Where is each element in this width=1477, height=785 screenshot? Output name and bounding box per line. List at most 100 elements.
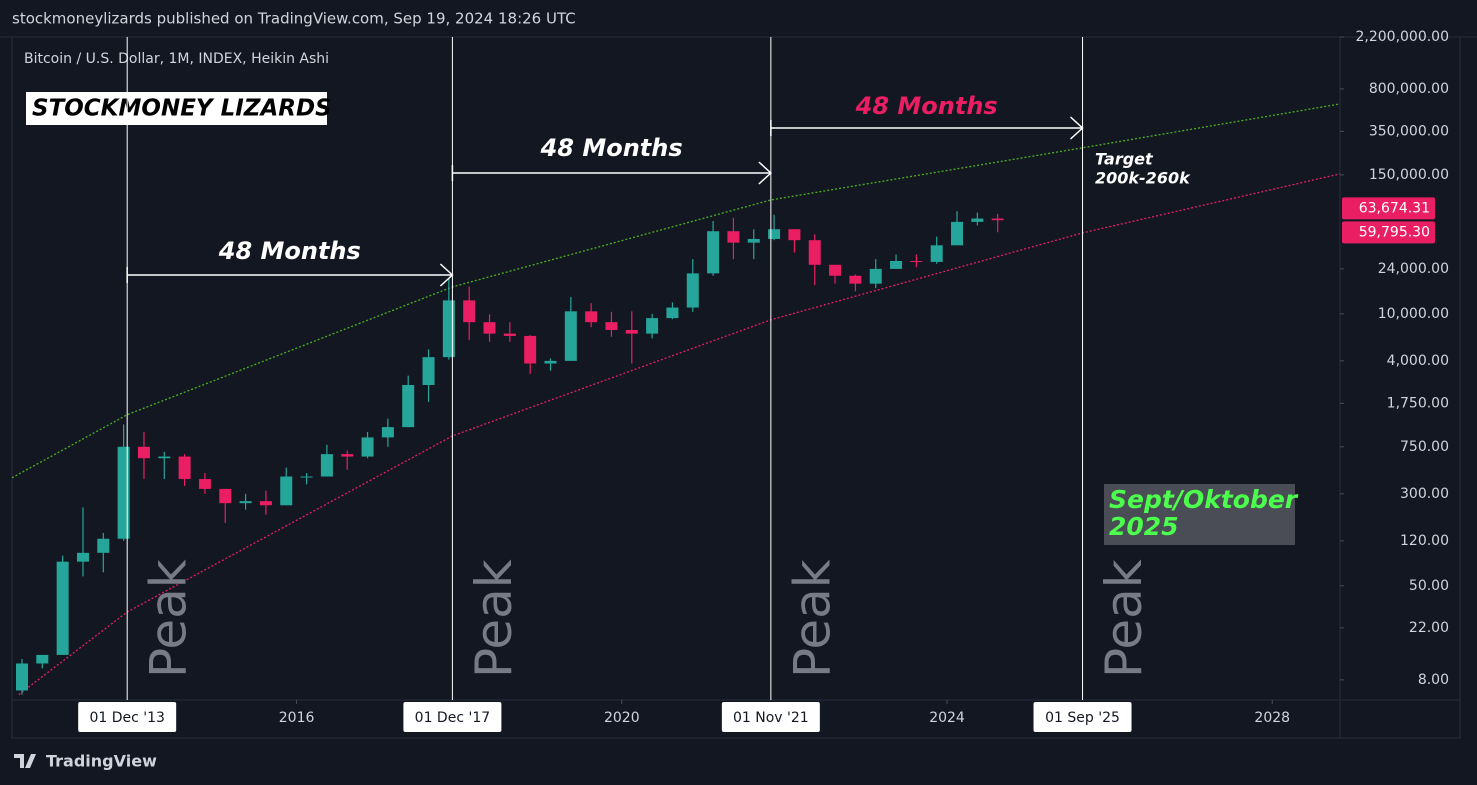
candle-body (707, 231, 720, 274)
title-box (26, 92, 327, 125)
candle-body (829, 264, 842, 276)
candle-body (300, 476, 313, 478)
event-date-box (78, 702, 177, 732)
candle-body (503, 333, 516, 336)
candle-body (930, 245, 943, 262)
y-tick-label: 50.00 (1409, 578, 1449, 594)
candle-body (991, 218, 1004, 221)
candle-body (788, 229, 801, 241)
event-date-box (1033, 702, 1132, 732)
candle-body (280, 476, 293, 506)
peak-note: Peak (140, 559, 198, 678)
candle-body (971, 218, 984, 222)
event-date-box (721, 702, 820, 732)
target-note: 200k-260k (1095, 169, 1191, 188)
x-tick-label: 2020 (604, 710, 640, 726)
price-label-box (1342, 221, 1435, 244)
candle-body (605, 322, 618, 330)
interval-label: 48 Months (218, 237, 361, 265)
y-tick-label: 350,000.00 (1369, 123, 1449, 139)
y-tick-label: 150,000.00 (1369, 167, 1449, 183)
arrow-head (439, 263, 454, 287)
price-label: 63,674.31 (1359, 200, 1430, 216)
y-tick-label: 800,000.00 (1369, 81, 1449, 97)
box-note: Sept/Oktober (1109, 485, 1299, 514)
candle-body (869, 268, 882, 284)
y-tick-label: 4,000.00 (1387, 353, 1449, 369)
interval-label: 48 Months (855, 92, 998, 120)
arrow-head (1070, 116, 1084, 140)
price-label: 59,795.30 (1359, 224, 1430, 240)
candle-body (686, 273, 699, 308)
target-note: Target (1095, 150, 1154, 169)
candle-body (747, 238, 760, 243)
candle-body (625, 329, 638, 334)
y-tick-label: 750.00 (1400, 439, 1449, 455)
candle-body (402, 384, 415, 428)
y-tick-label: 1,750.00 (1387, 395, 1449, 411)
candle-body (666, 307, 679, 319)
candle-body (219, 488, 232, 504)
note-box (1104, 484, 1295, 545)
candle-body (951, 221, 964, 246)
y-tick-label: 10,000.00 (1378, 306, 1449, 322)
candle-body (585, 311, 598, 323)
trend-line (18, 173, 1340, 696)
trend-line (12, 103, 1340, 479)
candle-body (16, 663, 28, 691)
peak-note: Peak (1095, 559, 1153, 678)
plot (12, 103, 1340, 696)
peak-note: Peak (783, 559, 841, 678)
candle-body (564, 311, 577, 361)
event-date-label: 01 Nov '21 (733, 710, 809, 726)
candle-body (808, 240, 821, 265)
chart-subtitle: Bitcoin / U.S. Dollar, 1M, INDEX, Heikin… (24, 51, 329, 67)
candle-body (524, 335, 537, 364)
header-bar (0, 0, 1477, 37)
event-date-label: 01 Dec '17 (415, 710, 490, 726)
candle-body (646, 318, 659, 334)
candle-body (36, 654, 49, 664)
footer-brand: TradingView (46, 752, 157, 771)
candle-body (117, 446, 130, 539)
candle-body (320, 454, 333, 477)
candle-body (890, 260, 903, 269)
candle-body (910, 260, 923, 262)
candle-body (361, 437, 374, 457)
candle-body (768, 229, 781, 239)
candle-body (544, 360, 557, 364)
candle-body (849, 275, 862, 284)
peak-note: Peak (465, 559, 523, 678)
y-tick-label: 8.00 (1418, 672, 1449, 688)
candle-body (341, 454, 354, 457)
y-tick-label: 2,200,000.00 (1355, 29, 1449, 45)
candle-body (239, 501, 252, 504)
event-date-label: 01 Sep '25 (1045, 710, 1120, 726)
box-note: 2025 (1109, 512, 1179, 541)
x-tick-label: 2024 (929, 710, 965, 726)
candle-body (97, 538, 110, 553)
price-label-box (1342, 197, 1435, 220)
footer-logo: TradingView (14, 752, 157, 771)
candle-body (422, 357, 435, 385)
y-tick-label: 24,000.00 (1378, 261, 1449, 277)
logo-icon (14, 754, 36, 768)
chart-panel (11, 36, 1461, 739)
candle-body (198, 479, 211, 489)
candle-body (56, 561, 69, 655)
event-date-box (403, 702, 502, 732)
x-tick-label: 2028 (1254, 710, 1290, 726)
candle-body (442, 300, 455, 358)
arrow-head (758, 161, 772, 185)
header-text: stockmoneylizards published on TradingVi… (12, 10, 576, 28)
candle-body (178, 456, 191, 480)
candle-body (259, 501, 272, 506)
candle-body (76, 552, 89, 562)
candle-body (158, 456, 171, 459)
chart-title: STOCKMONEY LIZARDS (32, 96, 332, 122)
candle-body (137, 446, 150, 459)
y-tick-label: 300.00 (1400, 486, 1449, 502)
event-date-label: 01 Dec '13 (89, 710, 164, 726)
